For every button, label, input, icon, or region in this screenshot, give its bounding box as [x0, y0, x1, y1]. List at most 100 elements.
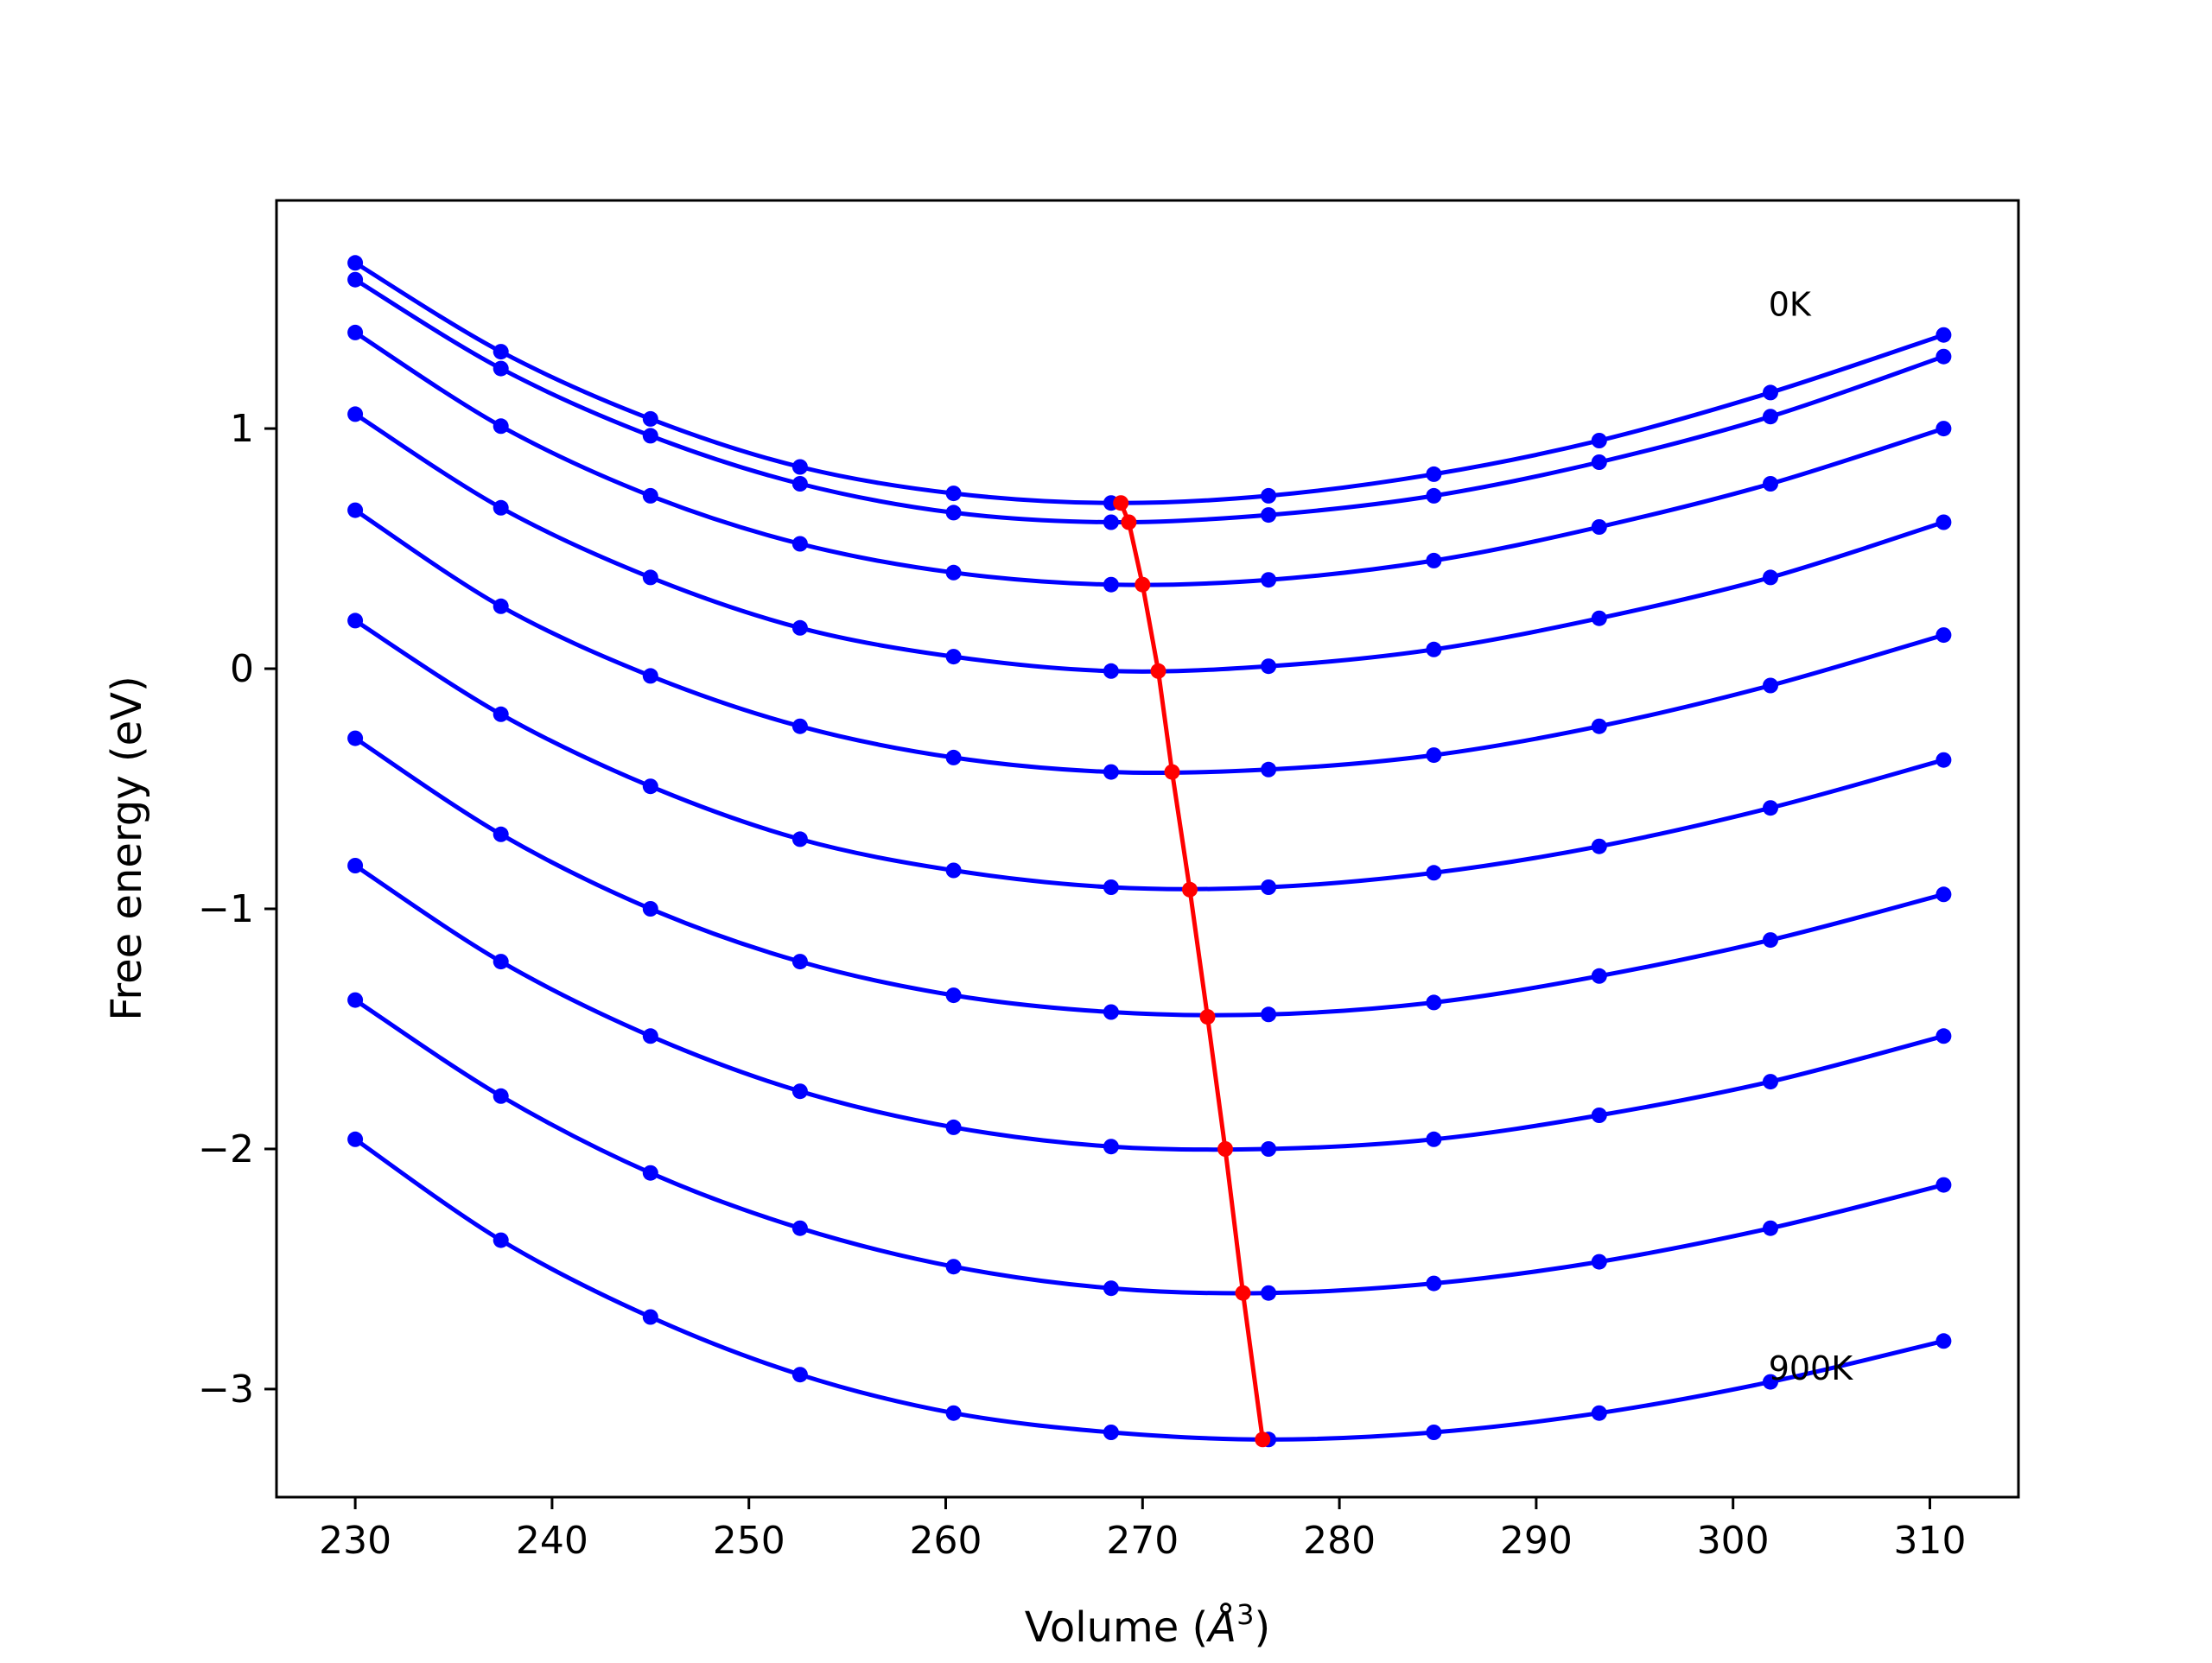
- y-tick-label-1: 1: [230, 407, 254, 451]
- series-8-point-3: [642, 1028, 658, 1044]
- series-9-point-5: [945, 1259, 962, 1275]
- series-1-point-5: [945, 486, 962, 502]
- annotation-1: 0K: [1769, 285, 1812, 323]
- plot-frame: [275, 199, 2020, 1499]
- series-5-point-7: [1261, 761, 1277, 778]
- y-tick-label--2: −2: [198, 1127, 254, 1171]
- series-9-point-8: [1426, 1275, 1442, 1292]
- series-3-point-3: [642, 487, 658, 504]
- series-3-point-1: [347, 324, 364, 340]
- series-5-point-11: [1936, 627, 1952, 644]
- series-8-point-10: [1763, 1074, 1778, 1090]
- series-6-point-8: [1426, 865, 1442, 881]
- series-2-point-9: [1591, 454, 1607, 470]
- series-7-point-11: [1936, 886, 1952, 903]
- series-5-point-4: [791, 718, 808, 734]
- series-8-point-2: [493, 954, 509, 970]
- series-1-point-1: [347, 255, 364, 271]
- series-9-point-4: [791, 1220, 808, 1236]
- minima-point-2: [1121, 514, 1137, 530]
- series-5-point-10: [1763, 677, 1778, 694]
- x-axis-ticks: 230 240 250 260 270 280 290 300 310: [319, 1497, 1966, 1563]
- series-7-point-8: [1426, 994, 1442, 1011]
- series-7-point-4: [791, 954, 808, 970]
- series-10-point-6: [1103, 1425, 1119, 1440]
- series-6-point-11: [1936, 752, 1952, 768]
- series-layer: [347, 255, 1952, 1448]
- series-10-point-1: [347, 1131, 364, 1147]
- series-7-point-9: [1591, 968, 1607, 984]
- x-tick-label-300: 300: [1697, 1519, 1770, 1563]
- series-9-point-7: [1261, 1285, 1277, 1301]
- series-10-point-11: [1936, 1333, 1952, 1349]
- series-1: [347, 255, 1952, 511]
- series-5: [347, 502, 1952, 780]
- series-7-point-3: [642, 901, 658, 917]
- series-10-point-3: [642, 1309, 658, 1325]
- y-tick-label-0: 0: [230, 647, 254, 691]
- annotation-layer: 0K 900K: [1769, 285, 1854, 1387]
- series-3-point-7: [1261, 572, 1277, 588]
- series-9-point-11: [1936, 1177, 1952, 1193]
- series-3-point-4: [791, 536, 808, 552]
- series-9-point-2: [493, 1088, 509, 1104]
- annotation-2: 900K: [1769, 1349, 1854, 1387]
- x-tick-label-290: 290: [1500, 1519, 1573, 1563]
- series-7-point-10: [1763, 932, 1778, 949]
- series-4-point-4: [791, 619, 808, 636]
- series-7-point-7: [1261, 1006, 1277, 1023]
- x-tick-label-280: 280: [1303, 1519, 1376, 1563]
- series-6-point-3: [642, 778, 658, 795]
- series-1-point-11: [1936, 327, 1952, 343]
- x-tick-label-240: 240: [516, 1519, 588, 1563]
- minima-point-5: [1164, 764, 1180, 780]
- x-tick-label-260: 260: [910, 1519, 982, 1563]
- series-2-point-1: [347, 271, 364, 288]
- series-2-point-7: [1261, 507, 1277, 524]
- series-9-point-1: [347, 992, 364, 1008]
- series-10-point-9: [1591, 1405, 1607, 1421]
- series-2-point-3: [642, 428, 658, 444]
- series-3-point-10: [1763, 476, 1778, 492]
- x-tick-label-250: 250: [713, 1519, 785, 1563]
- series-4-point-2: [493, 499, 509, 516]
- series-8-point-9: [1591, 1108, 1607, 1123]
- series-4-point-1: [347, 406, 364, 422]
- series-6-point-1: [347, 613, 364, 629]
- series-2-point-11: [1936, 348, 1952, 365]
- series-10-point-2: [493, 1232, 509, 1248]
- series-3-point-8: [1426, 552, 1442, 568]
- series-1-point-10: [1763, 384, 1778, 401]
- series-5-point-1: [347, 502, 364, 518]
- series-8-point-7: [1261, 1141, 1277, 1157]
- series-5-point-2: [493, 598, 509, 614]
- series-10-point-10: [1763, 1374, 1778, 1390]
- series-5-point-8: [1426, 747, 1442, 764]
- minima-point-9: [1235, 1285, 1251, 1301]
- series-9-point-3: [642, 1165, 658, 1181]
- series-8-point-4: [791, 1083, 808, 1100]
- series-5-point-9: [1591, 718, 1607, 734]
- series-2-point-4: [791, 476, 808, 492]
- series-4-point-11: [1936, 514, 1952, 530]
- series-6-point-10: [1763, 800, 1778, 816]
- series-2-point-5: [945, 505, 962, 521]
- series-4-point-5: [945, 649, 962, 665]
- series-1-point-3: [642, 410, 658, 427]
- series-5-point-5: [945, 749, 962, 765]
- series-7-point-5: [945, 987, 962, 1004]
- series-8-point-11: [1936, 1028, 1952, 1044]
- series-7: [347, 730, 1952, 1023]
- series-9-point-6: [1103, 1280, 1119, 1297]
- series-9: [347, 992, 1952, 1301]
- series-6-point-2: [493, 706, 509, 722]
- x-tick-label-270: 270: [1106, 1519, 1179, 1563]
- series-6-point-6: [1103, 879, 1119, 895]
- series-5-point-6: [1103, 764, 1119, 780]
- series-8-point-5: [945, 1119, 962, 1135]
- y-tick-label--1: −1: [198, 887, 254, 931]
- x-tick-label-230: 230: [319, 1519, 391, 1563]
- series-3-point-2: [493, 418, 509, 435]
